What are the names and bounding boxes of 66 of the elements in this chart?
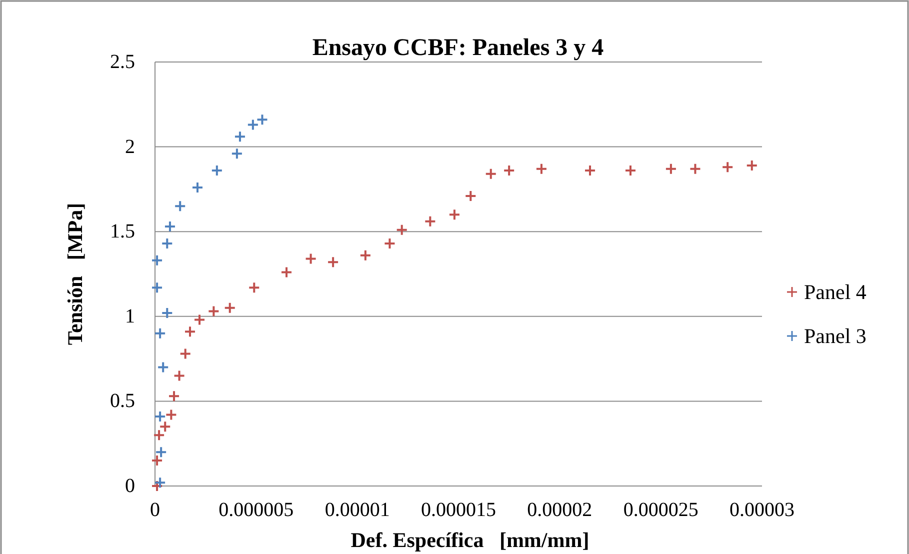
point	[168, 390, 180, 402]
y-tick-label: 2	[125, 136, 135, 158]
point	[173, 370, 186, 382]
point	[503, 164, 516, 177]
point	[161, 307, 174, 320]
y-tick-label: 0	[125, 475, 135, 497]
point	[191, 182, 204, 194]
y-tick-label: 0.5	[110, 390, 135, 412]
point	[153, 429, 166, 442]
point	[396, 224, 408, 236]
point	[230, 148, 243, 160]
point	[234, 130, 246, 143]
y-tick-label: 1	[125, 305, 135, 328]
point	[151, 480, 164, 492]
point	[157, 361, 170, 374]
point	[184, 326, 196, 338]
point	[154, 327, 166, 340]
x-tick-label: 0.00002	[527, 499, 592, 521]
point	[424, 215, 436, 228]
x-tick-label: 0.000015	[421, 499, 496, 521]
x-tick-label: 0.000025	[623, 499, 698, 521]
legend-label: Panel 3	[804, 324, 866, 348]
x-tick-label: 0.00001	[324, 499, 390, 521]
point	[535, 162, 548, 175]
point	[208, 305, 220, 318]
x-tick-label: 0.000005	[218, 499, 294, 521]
point	[154, 410, 166, 422]
x-axis-title: Def. Específica [mm/mm]	[350, 528, 590, 552]
point	[689, 162, 702, 175]
point	[151, 454, 164, 467]
point	[464, 190, 477, 202]
point	[280, 266, 293, 278]
point	[210, 164, 223, 177]
point	[256, 114, 268, 126]
point	[746, 159, 758, 172]
point	[722, 161, 734, 174]
legend-label: Panel 4	[804, 280, 867, 304]
point	[384, 237, 396, 250]
point	[174, 200, 186, 212]
point	[154, 476, 166, 489]
point	[151, 282, 164, 294]
point	[359, 249, 372, 262]
point	[246, 118, 259, 131]
point	[327, 256, 340, 268]
point	[304, 252, 317, 265]
point	[484, 168, 497, 180]
point	[194, 314, 206, 326]
y-tick-label: 1.5	[110, 220, 135, 243]
point	[664, 162, 677, 175]
point	[155, 446, 168, 458]
y-tick-label: 2.5	[110, 51, 135, 73]
point	[151, 254, 164, 266]
point	[248, 282, 260, 294]
x-tick-label: 0.00003	[730, 499, 794, 521]
point	[224, 302, 236, 314]
point	[165, 408, 178, 421]
point	[159, 420, 172, 433]
point	[161, 237, 174, 250]
point	[448, 208, 460, 221]
point	[624, 164, 636, 177]
point	[164, 220, 176, 233]
chart-title: Ensayo CCBF: Paneles 3 y 4	[312, 35, 604, 61]
point	[584, 164, 596, 177]
point	[179, 348, 192, 360]
y-axis-title: Tensión [MPa]	[63, 202, 87, 346]
x-tick-label: 0	[150, 499, 160, 521]
